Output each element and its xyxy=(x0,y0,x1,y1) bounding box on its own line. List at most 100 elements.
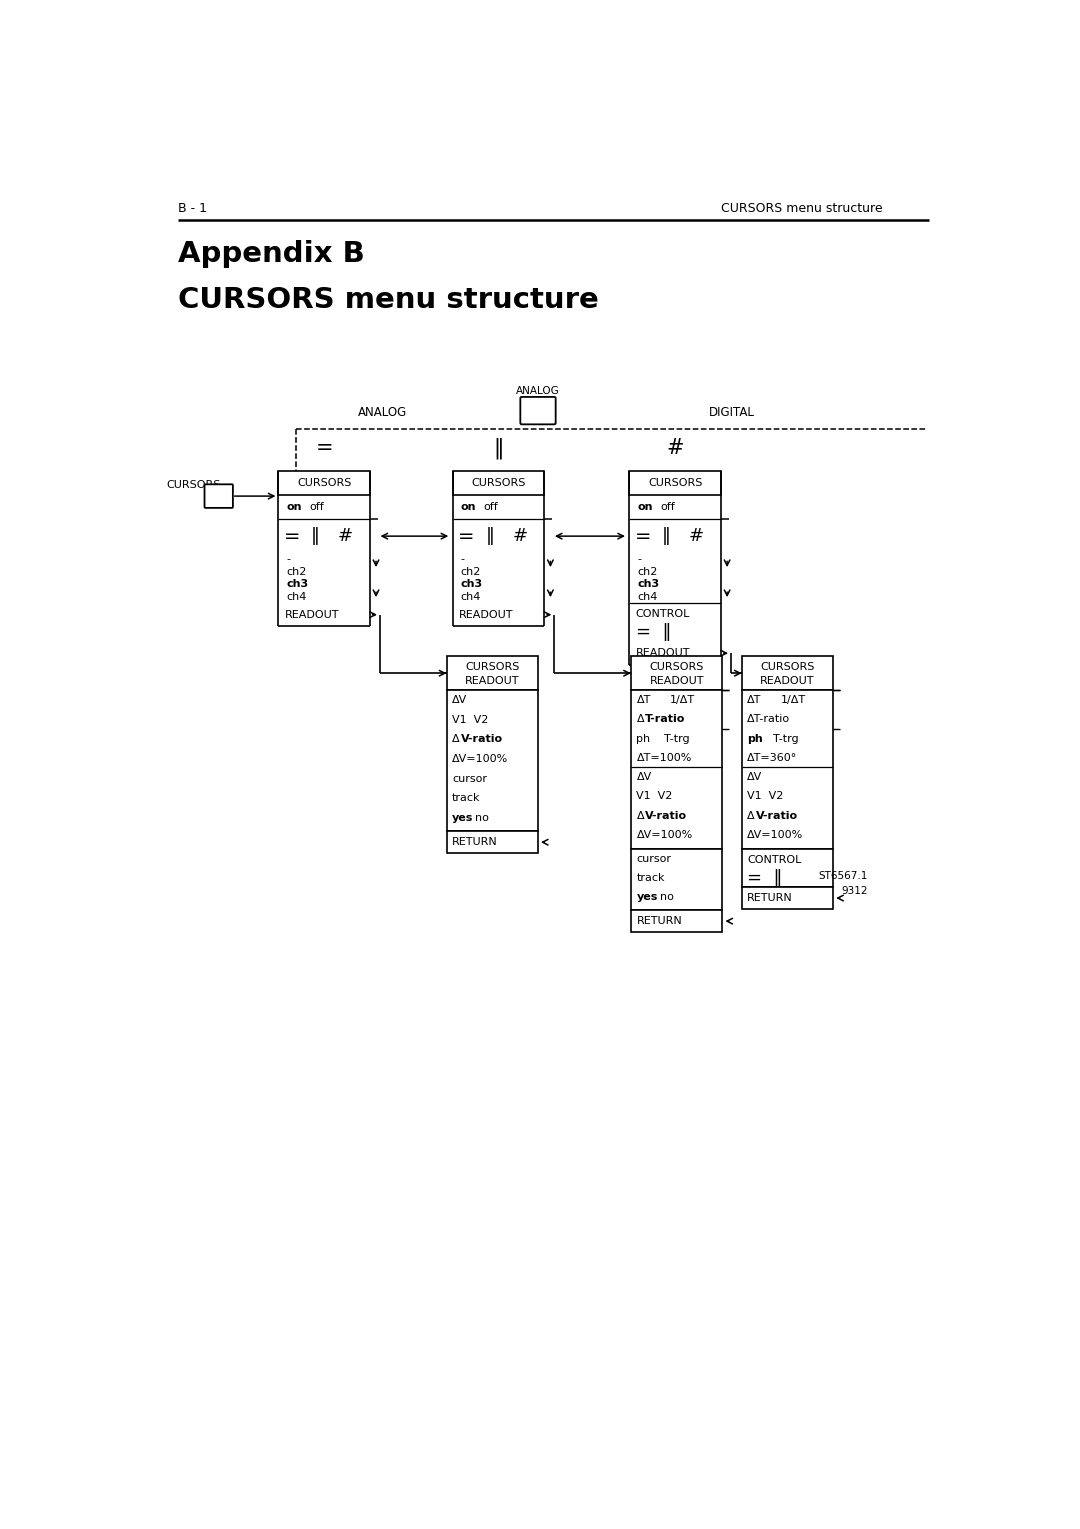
Text: yes: yes xyxy=(636,893,658,902)
Text: ΔT-ratio: ΔT-ratio xyxy=(747,714,791,725)
Text: #: # xyxy=(666,439,684,459)
Text: =: = xyxy=(284,526,300,546)
Text: ΔT=100%: ΔT=100% xyxy=(636,752,692,763)
Bar xyxy=(453,471,544,494)
Text: 9312: 9312 xyxy=(841,887,867,896)
Text: off: off xyxy=(661,502,675,512)
Text: ΔV: ΔV xyxy=(747,772,762,783)
Text: =  ‖: = ‖ xyxy=(636,622,671,641)
Text: =: = xyxy=(458,526,475,546)
Text: 1/ΔT: 1/ΔT xyxy=(670,696,694,705)
Text: B - 1: B - 1 xyxy=(177,202,206,214)
Text: V-ratio: V-ratio xyxy=(646,810,688,821)
Text: CURSORS: CURSORS xyxy=(760,662,814,673)
Text: ph: ph xyxy=(747,734,762,743)
Text: V-ratio: V-ratio xyxy=(756,810,798,821)
Text: RETURN: RETURN xyxy=(747,893,793,904)
Text: CURSORS: CURSORS xyxy=(649,662,704,673)
Text: CURSORS: CURSORS xyxy=(471,479,526,488)
Text: ΔT=360°: ΔT=360° xyxy=(747,752,797,763)
Text: -: - xyxy=(460,555,464,564)
Text: T-trg: T-trg xyxy=(773,734,798,743)
Bar xyxy=(742,656,834,690)
Text: #: # xyxy=(338,528,353,546)
Text: CURSORS: CURSORS xyxy=(166,480,220,489)
Text: 1/ΔT: 1/ΔT xyxy=(781,696,806,705)
FancyBboxPatch shape xyxy=(204,485,233,508)
Text: CURSORS: CURSORS xyxy=(648,479,702,488)
FancyBboxPatch shape xyxy=(521,398,556,425)
Text: V1  V2: V1 V2 xyxy=(636,792,673,801)
Text: Δ: Δ xyxy=(451,734,460,745)
Bar xyxy=(631,690,723,849)
Text: CURSORS: CURSORS xyxy=(465,662,519,673)
Text: off: off xyxy=(309,502,324,512)
Text: ch2: ch2 xyxy=(460,567,481,576)
Text: READOUT: READOUT xyxy=(459,610,513,619)
Text: =: = xyxy=(315,439,333,459)
Text: -: - xyxy=(637,555,642,564)
Text: ANALOG: ANALOG xyxy=(516,385,559,396)
Text: READOUT: READOUT xyxy=(465,676,519,687)
Text: READOUT: READOUT xyxy=(649,676,704,687)
Bar xyxy=(279,471,369,494)
Text: ch3: ch3 xyxy=(637,579,659,589)
Text: READOUT: READOUT xyxy=(284,610,339,619)
Text: ‖: ‖ xyxy=(494,437,503,459)
Text: ch2: ch2 xyxy=(637,567,658,576)
Text: yes: yes xyxy=(451,813,473,823)
Text: Δ: Δ xyxy=(747,810,755,821)
Text: Appendix B: Appendix B xyxy=(177,240,364,268)
Text: #: # xyxy=(689,528,704,546)
Text: T-ratio: T-ratio xyxy=(646,714,686,725)
Text: ΔV: ΔV xyxy=(451,696,468,705)
Text: CURSORS: CURSORS xyxy=(297,479,351,488)
Text: ANALOG: ANALOG xyxy=(359,405,407,419)
Text: ΔT: ΔT xyxy=(636,696,651,705)
Text: no: no xyxy=(660,893,674,902)
Bar xyxy=(446,832,538,853)
Bar xyxy=(446,690,538,832)
Text: V1  V2: V1 V2 xyxy=(747,792,784,801)
Text: READOUT: READOUT xyxy=(636,648,690,657)
Text: ph: ph xyxy=(636,734,650,743)
Text: track: track xyxy=(636,873,665,884)
Text: track: track xyxy=(451,794,481,803)
Bar xyxy=(631,656,723,690)
Bar xyxy=(446,656,538,690)
Text: ‖: ‖ xyxy=(311,528,320,546)
Text: RETURN: RETURN xyxy=(636,916,683,927)
Text: READOUT: READOUT xyxy=(760,676,814,687)
Text: on: on xyxy=(460,502,476,512)
Bar xyxy=(742,849,834,887)
Text: DIGITAL: DIGITAL xyxy=(708,405,755,419)
Text: ΔT: ΔT xyxy=(747,696,761,705)
Text: ch4: ch4 xyxy=(460,592,481,602)
Text: ST6567.1: ST6567.1 xyxy=(818,870,867,881)
Text: =  ‖: = ‖ xyxy=(747,868,783,887)
Text: cursor: cursor xyxy=(636,853,672,864)
Text: -: - xyxy=(286,555,291,564)
Text: Δ: Δ xyxy=(636,810,644,821)
Text: CONTROL: CONTROL xyxy=(747,855,801,864)
Text: V1  V2: V1 V2 xyxy=(451,714,488,725)
Text: #: # xyxy=(512,528,527,546)
Text: ch2: ch2 xyxy=(286,567,307,576)
Text: no: no xyxy=(475,813,489,823)
Text: off: off xyxy=(484,502,499,512)
Text: ch4: ch4 xyxy=(286,592,307,602)
Text: CONTROL: CONTROL xyxy=(636,609,690,619)
Text: Δ: Δ xyxy=(636,714,644,725)
Text: cursor: cursor xyxy=(451,774,487,784)
Bar xyxy=(630,471,721,494)
Text: ch4: ch4 xyxy=(637,592,658,602)
Text: on: on xyxy=(286,502,301,512)
Text: ΔV: ΔV xyxy=(636,772,651,783)
Text: ΔV=100%: ΔV=100% xyxy=(451,754,509,764)
Text: V-ratio: V-ratio xyxy=(461,734,503,745)
Text: ΔV=100%: ΔV=100% xyxy=(747,830,804,839)
Text: RETURN: RETURN xyxy=(451,838,498,847)
Text: ΔV=100%: ΔV=100% xyxy=(636,830,692,839)
Text: CURSORS menu structure: CURSORS menu structure xyxy=(720,202,882,214)
Bar xyxy=(631,910,723,931)
